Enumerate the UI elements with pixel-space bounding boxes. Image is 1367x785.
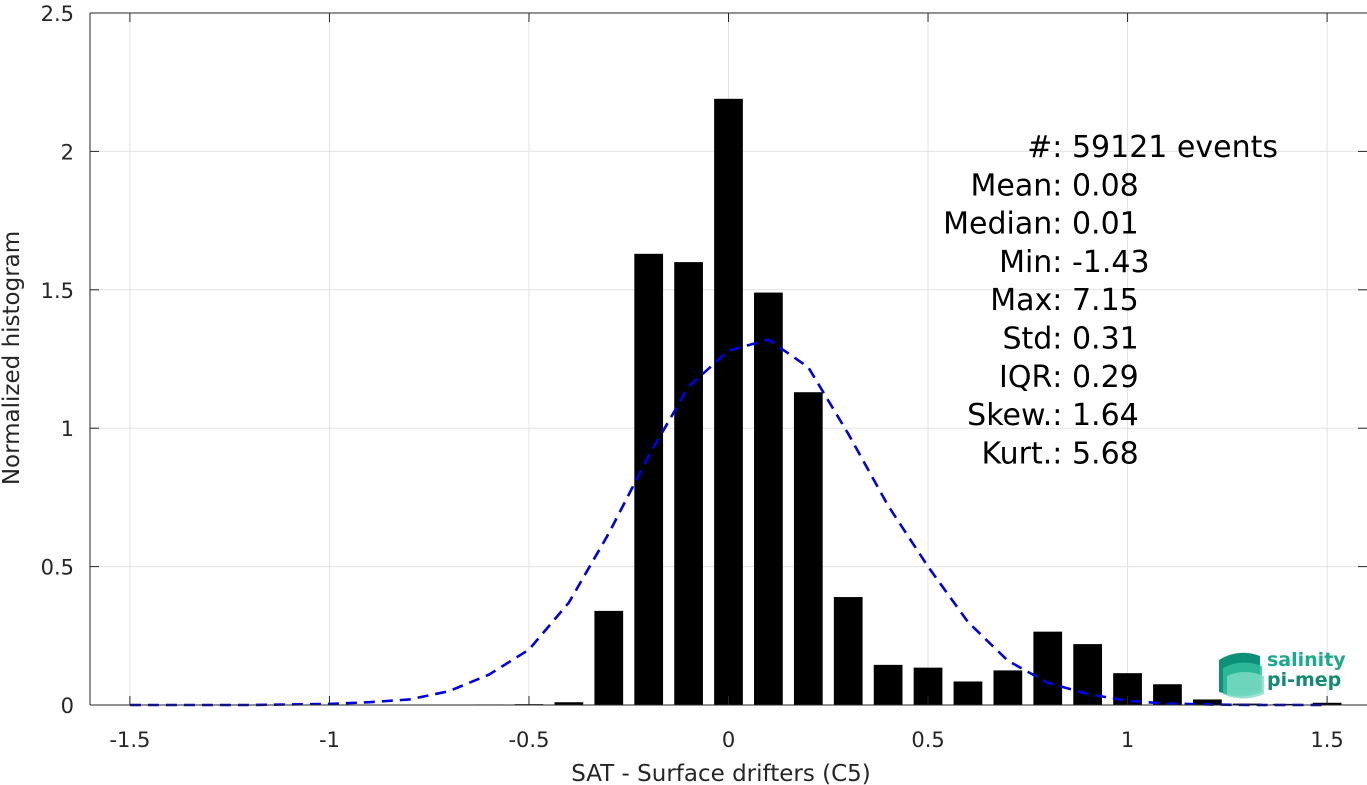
x-tick-label: -1 xyxy=(319,728,340,752)
y-axis-title: Normalized histogram xyxy=(0,231,25,485)
stat-value: : 0.31 xyxy=(1052,322,1138,357)
histogram-bar xyxy=(1153,684,1182,705)
stat-label: Max xyxy=(990,283,1052,318)
x-axis-title: SAT - Surface drifters (C5) xyxy=(571,761,871,785)
stat-label: Median xyxy=(943,207,1052,242)
x-tick-label: 1.5 xyxy=(1310,728,1343,752)
histogram-bar xyxy=(1033,631,1063,705)
stat-value: : 1.64 xyxy=(1052,398,1138,433)
stat-value: : 7.15 xyxy=(1052,283,1138,318)
histogram-bars xyxy=(474,98,1342,706)
logo-line-pimep: pi-mep xyxy=(1267,669,1341,691)
y-tick-label: 1.5 xyxy=(41,279,74,303)
logo-wave-icon xyxy=(1219,652,1264,699)
histogram-bar xyxy=(754,292,783,705)
stat-label: IQR xyxy=(999,360,1052,395)
histogram-bar xyxy=(554,702,584,705)
x-tick-label: 1 xyxy=(1121,728,1134,752)
x-tick-label: 0 xyxy=(722,728,735,752)
logo-line-salinity: salinity xyxy=(1267,649,1346,671)
x-tick-label: -1.5 xyxy=(109,728,150,752)
stat-label: Kurt. xyxy=(981,436,1052,471)
y-tick-label: 1 xyxy=(61,417,74,441)
x-tick-label: -0.5 xyxy=(508,728,549,752)
stat-value: : 0.01 xyxy=(1052,207,1138,242)
stat-label: # xyxy=(1027,130,1052,165)
y-tick-label: 2.5 xyxy=(41,2,74,26)
histogram-bar xyxy=(1272,703,1302,705)
x-tick-labels: -1.5 -1 -0.5 0 0.5 1 1.5 xyxy=(109,728,1343,752)
histogram-bar xyxy=(714,98,743,706)
salinity-pi-mep-logo: salinity pi-mep xyxy=(1219,649,1346,699)
stat-value: : 59121 events xyxy=(1052,130,1278,165)
y-tick-label: 0 xyxy=(61,694,74,718)
histogram-bar xyxy=(793,392,823,705)
histogram-bar xyxy=(594,610,624,705)
stat-label: Skew. xyxy=(967,398,1052,433)
histogram-bar xyxy=(634,253,664,706)
histogram-bar xyxy=(993,670,1023,705)
histogram-bar xyxy=(833,597,863,705)
histogram-bar xyxy=(873,664,903,705)
stat-value: : 0.08 xyxy=(1052,168,1138,203)
stat-label: Std xyxy=(1002,322,1052,357)
stat-label: Min xyxy=(999,245,1052,280)
y-tick-label: 2 xyxy=(61,140,74,164)
histogram-bar xyxy=(953,681,983,705)
histogram-bar xyxy=(1193,699,1222,705)
stat-value: : 0.29 xyxy=(1052,360,1138,395)
histogram-bar xyxy=(674,262,703,705)
stat-value: : -1.43 xyxy=(1052,245,1149,280)
axes-frame xyxy=(89,12,1367,706)
stat-label: Mean xyxy=(971,168,1053,203)
stat-value: : 5.68 xyxy=(1052,436,1138,471)
y-tick-labels: 0 0.5 1 1.5 2 2.5 xyxy=(41,2,74,718)
x-tick-label: 0.5 xyxy=(911,728,944,752)
y-tick-label: 0.5 xyxy=(41,556,74,580)
